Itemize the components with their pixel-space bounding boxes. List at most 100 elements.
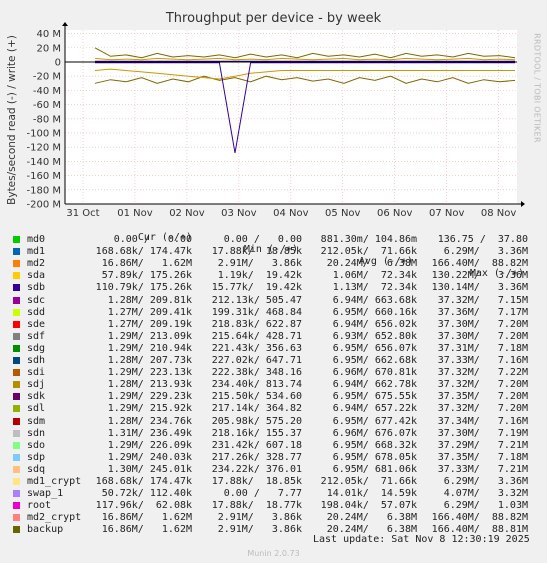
legend-avg: 212.05k/ 71.66k [320, 476, 417, 487]
legend-cur: 1.27M/ 209.41k [107, 306, 192, 318]
legend-cur: 1.29M/ 226.09k [107, 439, 192, 451]
legend-row-sdh: sdh 1.28M/ 207.73k 227.02k/ 647.71 6.95M/ 6… [0, 355, 547, 367]
legend-swatch [13, 272, 20, 280]
legend-min: 17.88k/ 18.85k [211, 246, 302, 258]
legend-cur: 57.89k/ 175.26k [101, 270, 192, 282]
legend-swatch [13, 332, 20, 340]
legend-row-sdo: sdo 1.29M/ 226.09k 231.42k/ 607.18 6.95M/ 6… [0, 440, 547, 452]
legend-swatch [13, 393, 20, 401]
legend-name: sdd [27, 306, 46, 318]
y-tick-label: -40 M [33, 86, 61, 97]
legend-cur: 1.29M/ 210.94k [107, 342, 192, 354]
legend-cur: 1.29M/ 215.92k [107, 403, 192, 415]
legend-min: 231.42k/ 607.18 [211, 439, 302, 451]
legend-min: 1.19k/ 19.42k [217, 270, 302, 282]
legend-min: 234.40k/ 813.74 [211, 379, 302, 391]
header-max: Max (-/+) [469, 268, 524, 279]
legend-min: 2.91M/ 3.86k [217, 512, 302, 524]
legend-cur: 16.86M/ 1.62M [101, 512, 192, 524]
legend-max: 166.40M/ 88.82M [431, 258, 528, 270]
y-tick-label: 0 [55, 57, 61, 68]
legend-swatch [13, 453, 20, 461]
legend-name: sdl [27, 403, 46, 415]
legend-cur: 168.68k/ 174.47k [95, 246, 192, 258]
series-line-write [94, 47, 516, 59]
legend-row-sdp: sdp 1.29M/ 240.03k 217.26k/ 328.77 6.95M/ 6… [0, 452, 547, 464]
legend-min: 217.14k/ 364.82 [211, 403, 302, 415]
legend-row-sdn: sdn 1.31M/ 236.49k 218.16k/ 155.37 6.96M/ 6… [0, 428, 547, 440]
x-tick-label: 05 Nov [325, 208, 361, 219]
legend-row-backup: backup 16.86M/ 1.62M 2.91M/ 3.86k 20.24M/ 6… [0, 524, 547, 536]
legend-swatch [13, 429, 20, 437]
legend-name: swap_1 [27, 488, 64, 500]
legend-max: 37.32M/ 7.20M [437, 379, 528, 391]
legend-table: Cur (-/+) Min (-/+) Avg (-/+) Max (-/+) … [0, 220, 547, 540]
legend-name: sdq [27, 463, 46, 475]
legend-name: md0 [27, 234, 46, 245]
legend-cur: 1.29M/ 213.09k [107, 330, 192, 342]
legend-cur: 1.28M/ 209.81k [107, 294, 192, 306]
legend-swatch [13, 405, 20, 413]
legend-min: 15.77k/ 19.42k [211, 282, 302, 294]
legend-swatch [13, 369, 20, 377]
y-tick-label: -20 M [33, 72, 61, 83]
legend-max: 166.40M/ 88.82M [431, 512, 528, 524]
legend-avg: 6.96M/ 676.07k [332, 427, 417, 439]
throughput-chart: 40 M 20 M 0 -20 M -40 M -60 M -80 M -100 M -120 … [26, 22, 525, 219]
legend-name: md1_crypt [27, 476, 82, 487]
legend-name: sdc [27, 294, 46, 306]
legend-swatch [13, 284, 20, 292]
y-tick-label: -160 M [26, 171, 61, 182]
legend-min: 199.31k/ 468.84 [211, 306, 302, 318]
legend-min: 2.91M/ 3.86k [217, 258, 302, 270]
legend-cur: 1.29M/ 240.03k [107, 451, 192, 463]
legend-max: 37.33M/ 7.16M [437, 355, 528, 366]
legend-max: 37.30M/ 7.20M [437, 330, 528, 342]
legend-row-sdg: sdg 1.29M/ 210.94k 221.43k/ 356.63 6.95M/ 6… [0, 343, 547, 355]
legend-name: sdn [27, 427, 46, 439]
legend-name: sdo [27, 439, 46, 451]
legend-min: 215.50k/ 534.60 [211, 391, 302, 403]
series-line-write [94, 57, 516, 61]
legend-cur: 1.28M/ 234.76k [107, 415, 192, 427]
legend-row-md2: md2 16.86M/ 1.62M 2.91M/ 3.86k 20.24M/ 6.38… [0, 258, 547, 270]
y-tick-label: -180 M [26, 185, 61, 196]
legend-cur: 16.86M/ 1.62M [101, 258, 192, 270]
legend-min: 0.00 / 7.77 [223, 488, 302, 500]
legend-max: 6.29M/ 3.36M [443, 476, 528, 487]
x-tick-label: 31 Oct [66, 208, 99, 219]
series-group [94, 47, 516, 153]
y-tick-label: 40 M [36, 29, 61, 40]
legend-swatch [13, 526, 20, 534]
legend-name: sda [27, 270, 46, 282]
legend-avg: 6.94M/ 657.22k [332, 403, 417, 415]
header-cur: Cur (-/+) [137, 232, 192, 243]
legend-row-md1_crypt: md1_crypt 168.68k/ 174.47k 17.88k/ 18.85k 2… [0, 476, 547, 488]
legend-swatch [13, 502, 20, 510]
y-tick-label: -100 M [26, 128, 61, 139]
legend-cur: 0.00 / 0.00 [113, 234, 192, 245]
legend-row-root: root 117.96k/ 62.08k 17.88k/ 18.77k 198.04k… [0, 500, 547, 512]
legend-max: 37.35M/ 7.20M [437, 391, 528, 403]
munin-version: Munin 2.0.73 [247, 549, 300, 558]
legend-row-sdj: sdj 1.28M/ 213.93k 234.40k/ 813.74 6.94M/ 6… [0, 379, 547, 391]
legend-name: sde [27, 318, 46, 330]
y-axis-arrow [62, 22, 68, 26]
legend-cur: 117.96k/ 62.08k [95, 500, 192, 512]
legend-max: 37.33M/ 7.21M [437, 463, 528, 475]
y-tick-labels: 40 M 20 M 0 -20 M -40 M -60 M -80 M -100 M -120 … [26, 29, 61, 210]
legend-name: md2 [27, 258, 46, 270]
legend-min: 234.22k/ 376.01 [211, 463, 302, 475]
legend-swatch [13, 296, 20, 304]
legend-swatch [13, 236, 20, 243]
y-tick-label: -80 M [33, 114, 61, 125]
legend-max: 37.30M/ 7.20M [437, 318, 528, 330]
y-tick-label: -140 M [26, 157, 61, 168]
legend-avg: 6.93M/ 652.80k [332, 330, 417, 342]
legend-row-sdq: sdq 1.30M/ 245.01k 234.22k/ 376.01 6.95M/ 6… [0, 464, 547, 476]
legend-row-sdm: sdm 1.28M/ 234.76k 205.98k/ 575.20 6.95M/ 6… [0, 416, 547, 428]
legend-max: 130.22M/ 3.36M [431, 270, 528, 282]
legend-avg: 20.24M/ 6.38M [326, 512, 417, 524]
legend-min: 215.64k/ 428.71 [211, 330, 302, 342]
legend-avg: 6.95M/ 668.32k [332, 439, 417, 451]
